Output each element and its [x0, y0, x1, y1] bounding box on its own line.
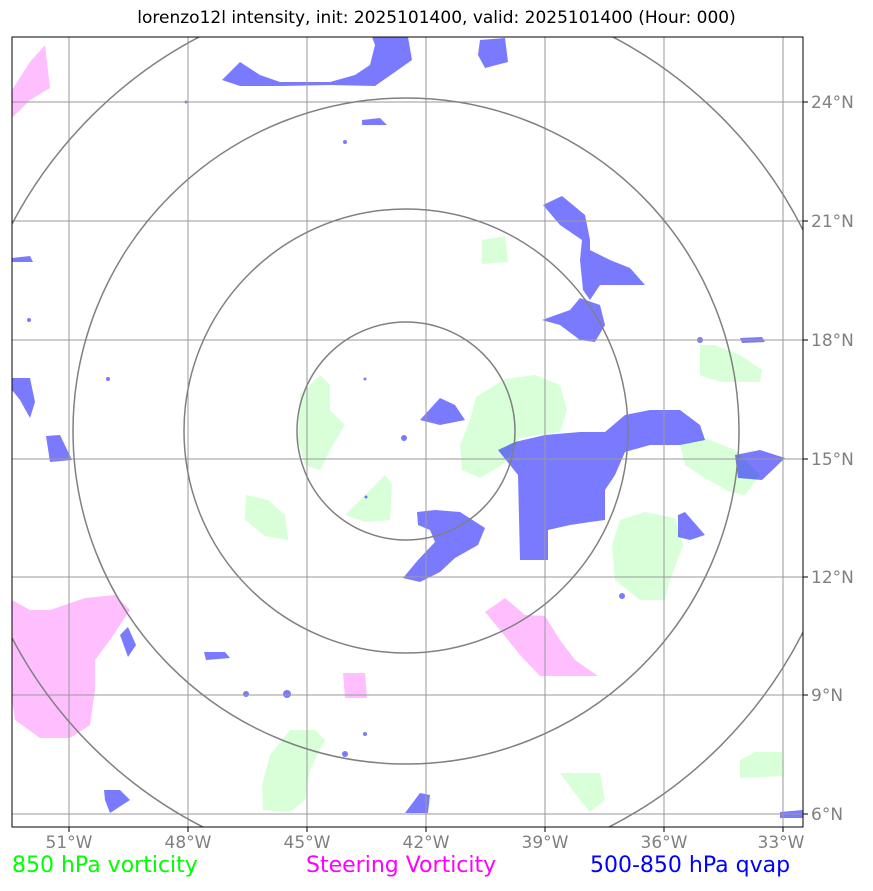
- qvap-areas: [12, 37, 803, 818]
- lon-label-48w: 48°W: [165, 833, 212, 853]
- lon-label-33w: 33°W: [758, 833, 805, 853]
- legend-850-vorticity: 850 hPa vorticity: [12, 853, 198, 878]
- steering-vorticity-areas: [12, 45, 598, 738]
- lat-label-21n: 21°N: [811, 212, 854, 232]
- lon-label-42w: 42°W: [403, 833, 450, 853]
- range-rings: [12, 37, 803, 827]
- lat-label-18n: 18°N: [811, 331, 854, 351]
- legend-steering-vorticity: Steering Vorticity: [306, 853, 497, 878]
- legend-qvap: 500-850 hPa qvap: [590, 853, 791, 878]
- lat-label-9n: 9°N: [811, 686, 843, 706]
- lon-label-45w: 45°W: [284, 833, 331, 853]
- lat-label-6n: 6°N: [811, 805, 843, 825]
- plot-frame: [11, 36, 804, 828]
- lat-label-12n: 12°N: [811, 568, 854, 588]
- lon-label-39w: 39°W: [522, 833, 569, 853]
- lon-label-51w: 51°W: [46, 833, 93, 853]
- lon-label-36w: 36°W: [641, 833, 688, 853]
- vorticity-850-areas: [245, 236, 784, 812]
- lat-label-24n: 24°N: [811, 93, 854, 113]
- plot-title: lorenzo12l intensity, init: 2025101400, …: [137, 8, 736, 28]
- graticule: [12, 37, 803, 827]
- lat-label-15n: 15°N: [811, 450, 854, 470]
